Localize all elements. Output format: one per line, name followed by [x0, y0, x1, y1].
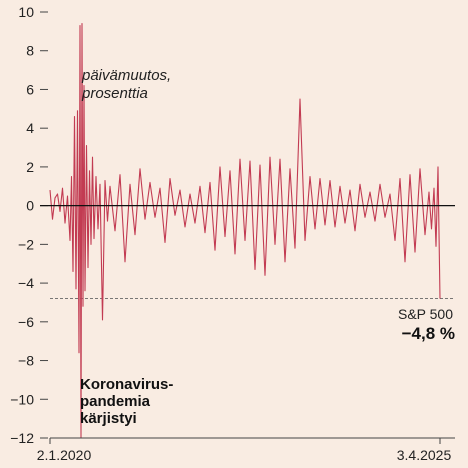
pandemic-note-line2: pandemia	[80, 393, 151, 410]
y-tick-label: −10	[10, 391, 34, 407]
y-tick-label: −4	[18, 275, 34, 291]
y-tick-label: 10	[18, 4, 34, 20]
x-tick-label: 2.1.2020	[37, 447, 92, 463]
index-name-label: S&P 500	[398, 306, 453, 322]
y-tick-label: 6	[26, 81, 34, 97]
series-note-line2: prosenttia	[81, 85, 148, 102]
series-note-line1: päivämuutos,	[81, 67, 171, 84]
series-line	[49, 23, 441, 439]
last-change-label: −4,8 %	[402, 324, 455, 343]
y-axis: 10 8 6 4 2 0 −2 −4 −6 −8 −10 −12	[10, 4, 48, 446]
pandemic-note-line3: kärjistyi	[80, 410, 137, 427]
y-tick-label: −12	[10, 430, 34, 446]
y-tick-label: 0	[26, 198, 34, 214]
y-tick-label: 4	[26, 120, 34, 136]
x-tick-label: 3.4.2025	[397, 447, 452, 463]
y-tick-label: −6	[18, 314, 34, 330]
y-tick-label: −2	[18, 236, 34, 252]
series-group	[49, 23, 441, 439]
y-tick-label: 2	[26, 159, 34, 175]
y-tick-label: −8	[18, 353, 34, 369]
x-axis: 2.1.2020 3.4.2025	[37, 437, 455, 463]
pandemic-note-line1: Koronavirus-	[80, 376, 173, 393]
y-tick-label: 8	[26, 43, 34, 59]
